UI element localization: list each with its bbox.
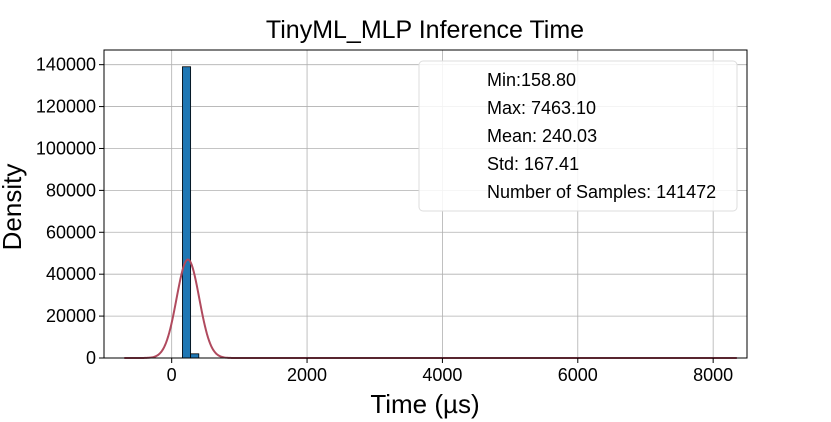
y-tick-label: 20000 [46,306,96,326]
x-axis-label: Time (µs) [370,389,479,419]
stats-min: Min:158.80 [487,70,576,90]
y-tick-label: 80000 [46,180,96,200]
stats-max: Max: 7463.10 [487,98,596,118]
stats-std: Std: 167.41 [487,154,579,174]
y-tick-label: 0 [86,348,96,368]
plot-frame [103,49,748,359]
histogram-bar [182,66,192,359]
x-tick-label: 0 [167,365,177,385]
histogram-bars [182,66,200,359]
x-tick-label: 4000 [422,365,462,385]
x-tick-label: 8000 [693,365,733,385]
y-axis-label: Density [0,164,27,251]
chart-title: TinyML_MLP Inference Time [266,16,584,44]
x-axis-ticks: 0 2000 4000 6000 8000 [167,358,733,385]
stats-legend-box: Min:158.80 Max: 7463.10 Mean: 240.03 Std… [418,60,738,212]
y-tick-label: 100000 [36,138,96,158]
stats-sample-count: Number of Samples: 141472 [487,182,716,202]
y-tick-label: 60000 [46,222,96,242]
x-tick-label: 6000 [558,365,598,385]
stats-mean: Mean: 240.03 [487,126,597,146]
y-tick-label: 120000 [36,97,96,117]
y-tick-label: 40000 [46,264,96,284]
histogram-bar [190,353,200,359]
x-tick-label: 2000 [287,365,327,385]
stats-box-background [418,60,738,212]
y-tick-label: 140000 [36,55,96,75]
y-axis-ticks: 0 20000 40000 60000 80000 100000 120000 140000 [36,55,104,368]
